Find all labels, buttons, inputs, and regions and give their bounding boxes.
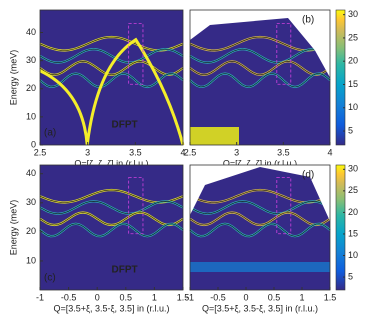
- dispersion-line: [189, 212, 331, 226]
- x-tick-label: 4: [180, 147, 185, 157]
- dispersion-line: [39, 60, 184, 76]
- x-tick-label: 3: [234, 147, 239, 157]
- y-tick-label: 20: [26, 83, 36, 93]
- x-tick-label: 2.5: [34, 147, 47, 157]
- y-tick-label: 10: [26, 111, 36, 121]
- x-tick-label: 3.5: [129, 147, 142, 157]
- y-tick-label: 40: [26, 27, 36, 37]
- x-tick-label: 3.5: [277, 147, 290, 157]
- dispersion-line: [39, 223, 184, 237]
- x-tick-label: 0.5: [268, 292, 281, 302]
- colorbar-tick-label: 5: [348, 271, 353, 281]
- dispersion-line: [189, 48, 331, 63]
- y-tick-label: 30: [26, 55, 36, 65]
- dispersion-line: [189, 73, 331, 88]
- colorbar: [335, 9, 346, 146]
- annotation: DFPT: [112, 265, 138, 276]
- heatmap-texture: [189, 165, 331, 272]
- colorbar-tick-label: 25: [348, 32, 358, 42]
- x-tick-label: 1: [299, 292, 304, 302]
- x-axis-label: Q=[ζ, ζ, ζ] in (r.l.u.): [74, 158, 148, 168]
- y-tick-label: 40: [26, 168, 36, 178]
- dispersion-line: [39, 48, 184, 63]
- x-tick-label: 1: [152, 292, 157, 302]
- heatmap-texture: [39, 23, 185, 146]
- x-tick-label: -1: [36, 292, 44, 302]
- y-tick-label: 20: [26, 226, 36, 236]
- dispersion-line: [189, 223, 331, 237]
- panel-label: (b): [302, 15, 314, 26]
- x-tick-label: 4: [327, 147, 332, 157]
- plot-frame: [189, 164, 331, 291]
- y-axis-label: Energy (meV): [8, 50, 18, 106]
- x-tick-label: -0.5: [210, 292, 226, 302]
- no-data-region: [190, 165, 330, 222]
- annotation: DFPT: [112, 120, 138, 131]
- plot-frame: [39, 9, 184, 146]
- plot-frame: [189, 9, 331, 146]
- heatmap-background: [40, 10, 183, 145]
- x-tick-label: -1: [186, 292, 194, 302]
- panel-label: (d): [302, 170, 314, 181]
- y-axis-label: Energy (meV): [8, 200, 18, 256]
- selection-box: [276, 23, 292, 85]
- x-axis-label: Q=[ζ, ζ, ζ] in (r.l.u.): [223, 158, 297, 168]
- x-tick-label: 0: [243, 292, 248, 302]
- x-tick-label: 3: [85, 147, 90, 157]
- dispersion-line: [39, 212, 184, 226]
- x-tick-label: 1.5: [177, 292, 190, 302]
- y-tick-label: 0: [31, 139, 36, 149]
- colorbar-tick-label: 10: [348, 102, 358, 112]
- colorbar-tick-label: 30: [348, 9, 358, 19]
- x-tick-label: 0.5: [120, 292, 133, 302]
- colorbar-tick-label: 30: [348, 164, 358, 174]
- no-data-region: [190, 10, 330, 78]
- dispersion-line: [189, 60, 331, 76]
- dispersion-line: [189, 200, 331, 215]
- heatmap-background: [40, 165, 183, 290]
- colorbar-tick-label: 10: [348, 250, 358, 260]
- selection-box: [276, 177, 292, 235]
- panel-label: (a): [44, 128, 56, 139]
- x-tick-label: 1.5: [324, 292, 337, 302]
- y-tick-label: 30: [26, 197, 36, 207]
- x-axis-label: Q=[3.5+ξ, 3.5-ξ, 3.5] in (r.l.u.): [202, 303, 318, 313]
- selection-box: [128, 23, 144, 85]
- colorbar-tick-label: 20: [348, 56, 358, 66]
- colorbar-tick-label: 15: [348, 79, 358, 89]
- selection-box: [128, 177, 144, 235]
- intensity-patch: [190, 127, 239, 145]
- colorbar-tick-label: 15: [348, 228, 358, 238]
- dispersion-line: [39, 200, 184, 215]
- heatmap-texture: [39, 177, 184, 238]
- panel-label: (c): [44, 273, 56, 284]
- x-tick-label: 0: [95, 292, 100, 302]
- x-axis-label: Q=[3.5+ξ, 3.5-ξ, 3.5] in (r.l.u.): [53, 303, 169, 313]
- colorbar: [335, 164, 346, 291]
- y-tick-label: 10: [26, 255, 36, 265]
- x-tick-label: -0.5: [61, 292, 77, 302]
- colorbar-tick-label: 25: [348, 185, 358, 195]
- colorbar-tick-label: 20: [348, 207, 358, 217]
- plot-frame: [39, 164, 184, 291]
- acoustic-branch: [39, 37, 185, 146]
- heatmap-texture: [189, 10, 331, 145]
- colorbar-tick-label: 5: [348, 125, 353, 135]
- low-energy-band: [190, 262, 330, 272]
- x-tick-label: 2.5: [184, 147, 197, 157]
